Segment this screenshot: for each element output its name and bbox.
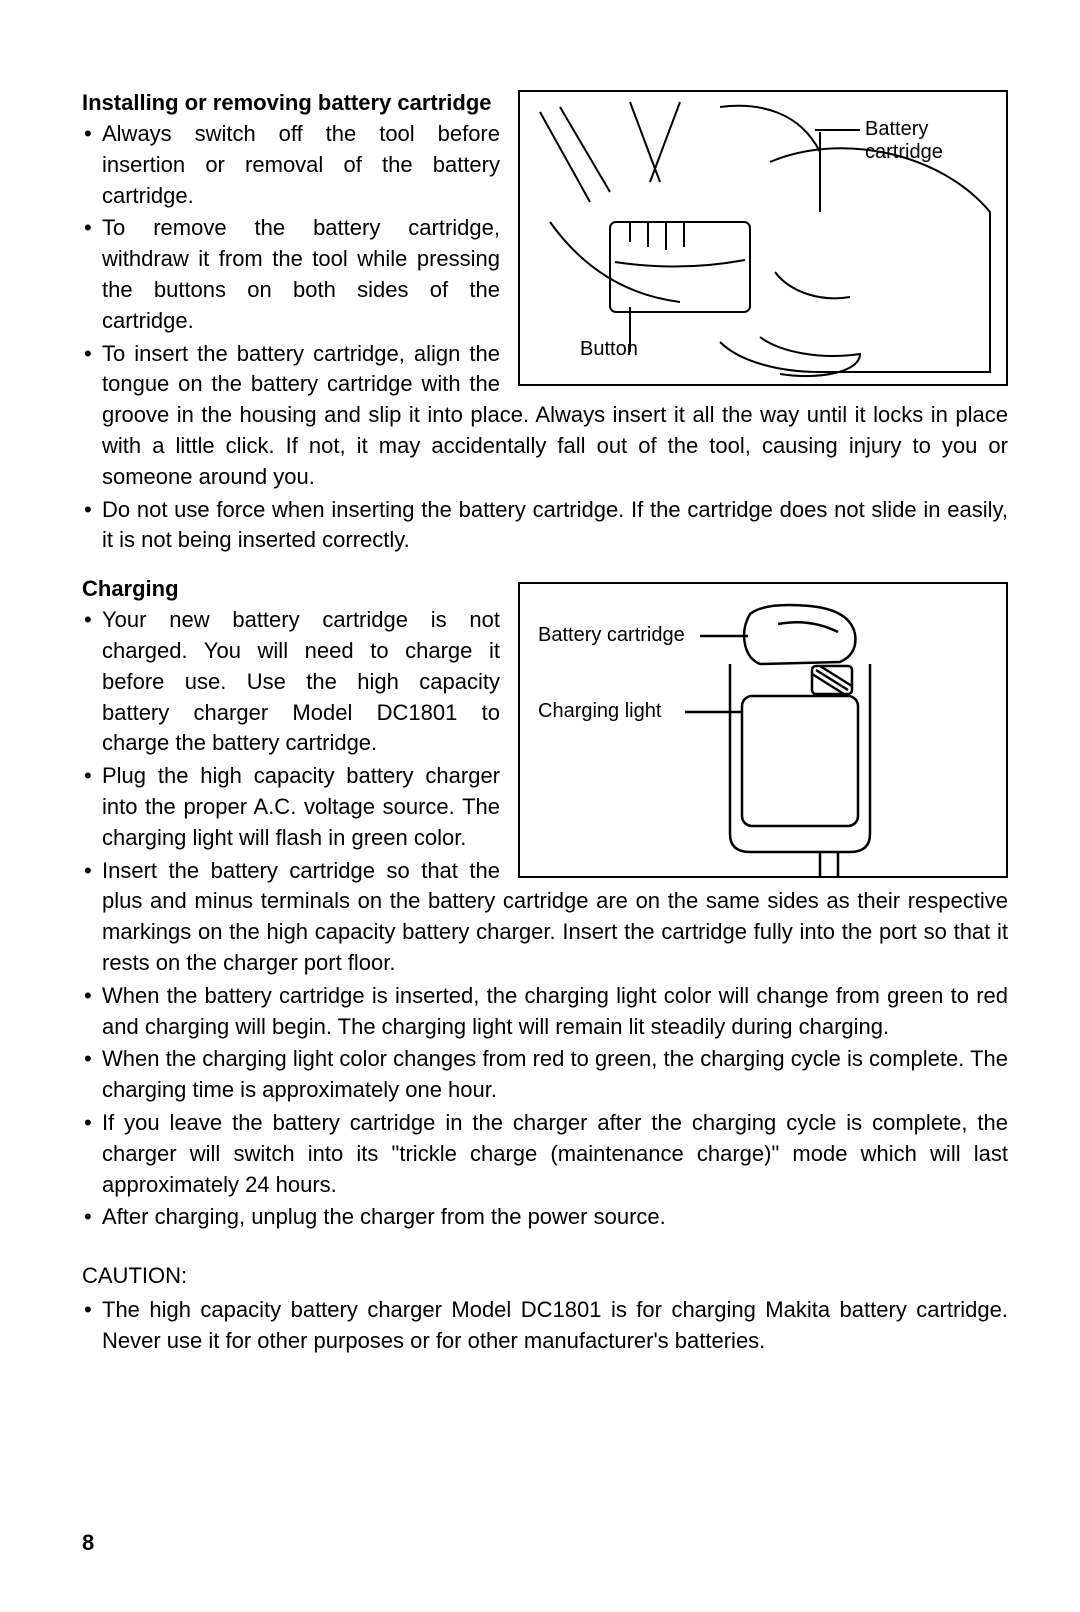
bullet-item: After charging, unplug the charger from … [82,1202,1008,1233]
bullet-item: Plug the high capacity battery charger i… [82,761,1008,853]
section-charging: Battery cartridge Charging light Chargin… [82,576,1008,1235]
bullet-item: Do not use force when inserting the batt… [82,495,1008,557]
bullet-item: Always switch off the tool before insert… [82,119,1008,211]
bullet-item: When the battery cartridge is inserted, … [82,981,1008,1043]
bullet-item: If you leave the battery cartridge in th… [82,1108,1008,1200]
section-installing: Battery cartridge Button Installing or r… [82,90,1008,558]
bullets-caution: The high capacity battery charger Model … [82,1295,1008,1357]
page-number: 8 [82,1530,94,1556]
bullet-item: When the charging light color changes fr… [82,1044,1008,1106]
bullet-item: To insert the battery cartridge, align t… [82,339,1008,493]
caution-heading: CAUTION: [82,1263,1008,1289]
bullets-charging: Your new battery cartridge is not charge… [82,605,1008,1233]
bullet-item: Insert the battery cartridge so that the… [82,856,1008,979]
manual-page: Battery cartridge Button Installing or r… [0,0,1080,1612]
bullet-item: To remove the battery cartridge, withdra… [82,213,1008,336]
bullet-item: The high capacity battery charger Model … [82,1295,1008,1357]
bullet-item: Your new battery cartridge is not charge… [82,605,1008,759]
